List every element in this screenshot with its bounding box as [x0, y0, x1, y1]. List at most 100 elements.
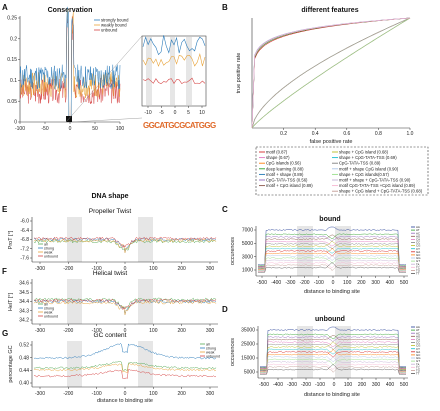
series-line	[259, 333, 407, 368]
legend-entry: AG	[416, 234, 421, 238]
x-tick-label: -300	[287, 382, 297, 388]
legend-entry: strong	[44, 306, 54, 310]
panel-g-y-ticks: 0.52 0.48 0.44 0.40	[19, 343, 32, 387]
motif-logo: GGCATGCGCATGGG	[143, 121, 216, 130]
panel-a-legend-0: strongly bound	[101, 18, 129, 23]
x-tick-label: -300	[35, 391, 45, 397]
legend-entry: CG	[416, 344, 421, 348]
legend-entry: shape + CpG islands(0.57)	[339, 172, 390, 177]
x-tick-label: -100	[92, 391, 102, 397]
legend-entry: AT	[416, 228, 420, 232]
panel-e: E Propeller Twist -6.0 -6.4 -6.8 -7.2 -7.6 -…	[2, 205, 218, 272]
y-tick-label: 0.05	[7, 99, 17, 105]
roc-curve	[251, 17, 411, 129]
shade-region	[297, 326, 313, 378]
y-tick-label: 0.40	[19, 381, 29, 387]
series-line	[33, 238, 217, 253]
x-tick-label: -200	[63, 391, 73, 397]
y-tick-label: -6.4	[20, 228, 29, 234]
x-tick-label: 100	[149, 266, 158, 272]
x-tick-label: -300	[35, 328, 45, 334]
panel-d-title: unbound	[315, 316, 345, 323]
panel-d-series	[259, 326, 407, 375]
x-tick-label: -200	[300, 280, 310, 286]
panel-a-title: Conservation	[48, 7, 93, 14]
panel-c-title: bound	[319, 216, 340, 223]
x-tick-label: 200	[177, 328, 186, 334]
x-tick-label: -5	[159, 110, 164, 116]
panel-c-ylabel: occurences	[230, 237, 236, 265]
series-line	[33, 298, 217, 311]
roc-curve	[251, 17, 411, 129]
panel-a: A Conservation 0.250.20.150.10.050 -100-…	[2, 3, 217, 132]
panel-b-legend-box	[255, 146, 429, 196]
legend-entry: GC	[416, 353, 420, 357]
x-tick-label: 0	[124, 328, 127, 334]
panel-a-legend-2: unbound	[101, 28, 118, 33]
panel-a-y-ticks: 0.25 0.2 0.15 0.1 0.05 0	[7, 16, 20, 126]
panel-g-title: GC content	[94, 332, 127, 339]
x-tick-label: -300	[35, 266, 45, 272]
y-tick-label: -6.8	[20, 237, 29, 243]
x-tick-label: 200	[358, 382, 367, 388]
panel-a-x-ticks: -100 -50 0 50 100	[15, 122, 124, 132]
legend-entry: unbound	[206, 354, 220, 358]
roc-curve	[251, 17, 411, 129]
x-tick-label: -400	[273, 382, 283, 388]
x-tick-label: 0	[69, 126, 72, 132]
panel-d-x-ticks: -500 -400 -300 -200 -100 0 100 200 300 400 500	[259, 378, 408, 388]
y-tick-label: 34.5	[19, 290, 29, 296]
y-tick-label: 0.2	[10, 36, 17, 42]
legend-entry: CC	[416, 341, 420, 345]
legend-entry: GA	[416, 350, 420, 354]
roc-curve	[251, 17, 411, 129]
x-tick-label: 1.0	[407, 131, 414, 137]
panel-e-series	[33, 236, 217, 253]
y-tick-label: -7.6	[20, 256, 29, 262]
x-tick-label: -300	[285, 280, 295, 286]
x-tick-label: 100	[149, 328, 158, 334]
panel-e-title: Propeller Twist	[89, 208, 132, 215]
x-tick-label: 300	[206, 266, 215, 272]
legend-entry: CpG-TATA-TSS (0.56)	[266, 178, 308, 183]
panel-g-series	[33, 343, 217, 380]
x-tick-label: 0.2	[280, 131, 287, 137]
roc-curve	[251, 17, 411, 129]
roc-curve	[251, 17, 411, 129]
panel-g-x-ticks: -300 -200 -100 0 100 200 300	[35, 387, 214, 397]
panel-e-letter: E	[2, 205, 8, 214]
x-tick-label: 0	[333, 382, 336, 388]
legend-entry: motif + shape (0.89)	[266, 172, 304, 177]
x-tick-label: -100	[315, 382, 325, 388]
y-tick-label: 35000	[241, 328, 255, 334]
series-line	[142, 52, 206, 67]
panel-a-inset-x-ticks: -10 -5 0 5 10	[144, 106, 205, 116]
y-tick-label: 25000	[241, 342, 255, 348]
legend-entry: AC	[416, 231, 420, 235]
y-tick-label: 7000	[242, 228, 253, 234]
x-tick-label: 100	[344, 382, 353, 388]
legend-entry: weak	[206, 350, 215, 354]
legend-entry: CpG-TATA-TSS (0.89)	[339, 161, 381, 166]
legend-entry: motif + shape CpG island (0.90)	[339, 166, 399, 171]
legend-entry: GA	[416, 250, 420, 254]
series-line	[142, 77, 206, 85]
panel-c-y-ticks: 7000 5000 3000 1000	[242, 228, 256, 274]
legend-entry: all	[206, 342, 210, 346]
x-tick-label: 300	[371, 280, 380, 286]
legend-entry: AA	[416, 325, 420, 329]
y-tick-label: 34.2	[19, 318, 29, 324]
series-line	[257, 262, 407, 272]
y-tick-label: 34.6	[19, 281, 29, 287]
legend-entry: TG	[416, 369, 421, 373]
panel-e-y-ticks: -6.0 -6.4 -6.8 -7.2 -7.6	[20, 219, 32, 262]
y-tick-label: 0.15	[7, 57, 17, 63]
x-tick-label: -100	[314, 280, 324, 286]
legend-entry: weak	[44, 310, 53, 314]
y-tick-label: 1000	[242, 268, 253, 274]
series-line	[257, 257, 407, 271]
x-tick-label: 100	[343, 280, 352, 286]
x-tick-label: 0	[124, 391, 127, 397]
